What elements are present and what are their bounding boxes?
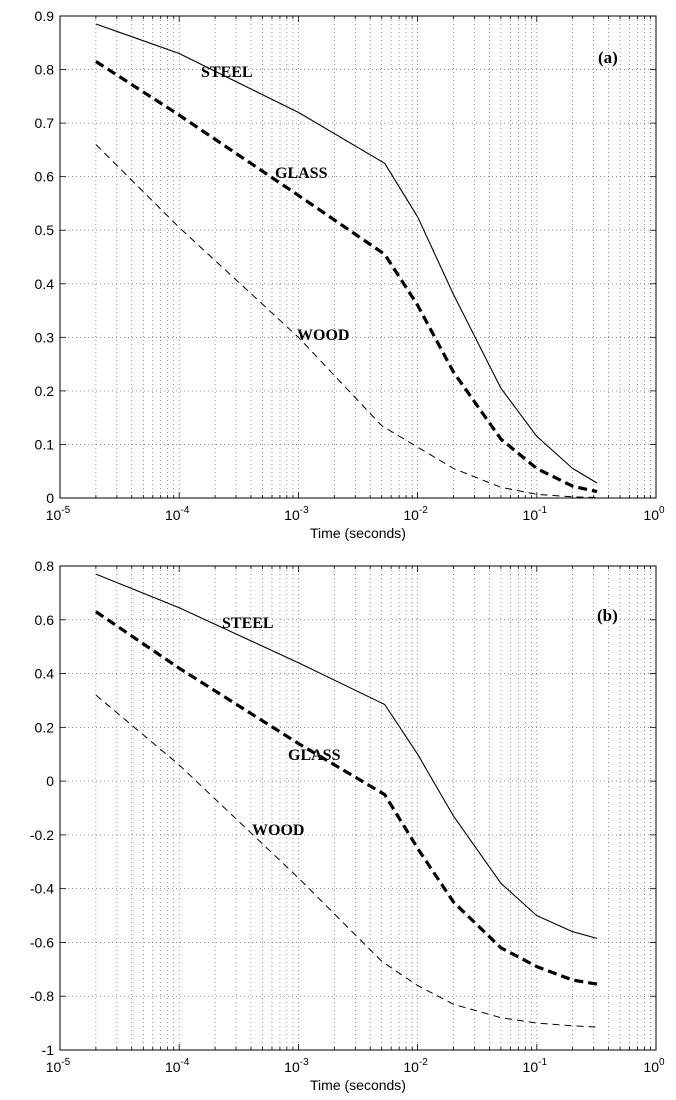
y-tick-label: -0.4 bbox=[30, 881, 54, 897]
x-tick-label: 10-3 bbox=[284, 505, 309, 523]
plot-area bbox=[60, 566, 656, 1050]
y-tick-label: -0.8 bbox=[30, 988, 54, 1004]
grid bbox=[60, 16, 656, 498]
y-tick-label: -1 bbox=[42, 1042, 55, 1058]
axes-frame bbox=[59, 565, 657, 1051]
x-tick-label: 10-4 bbox=[165, 1057, 190, 1075]
series-line-glass bbox=[95, 60, 598, 494]
y-tick-label: 0.7 bbox=[35, 115, 55, 131]
x-tick-label: 10-4 bbox=[165, 505, 190, 523]
chart-panel-a: 0 0.1 0.2 0.3 0.4 0.5 0.6 0.7 0.8 0.9 10-5 10-4 10-3… bbox=[35, 8, 665, 541]
y-tick-label: 0 bbox=[46, 773, 54, 789]
x-tick-label: 10-5 bbox=[46, 505, 71, 523]
y-tick-label: 0.8 bbox=[35, 62, 55, 78]
x-tick-label: 100 bbox=[643, 1057, 665, 1075]
curve-label-wood: WOOD bbox=[297, 327, 349, 344]
y-tick-label: 0.3 bbox=[35, 329, 55, 345]
series-line-wood bbox=[95, 144, 598, 498]
y-tick-label: 0.6 bbox=[35, 169, 55, 185]
curve-label-glass: GLASS bbox=[288, 747, 341, 764]
series-line-steel bbox=[95, 573, 598, 939]
x-axis-label: Time (seconds) bbox=[310, 525, 406, 541]
chart-panel-b: -1 -0.8 -0.6 -0.4 -0.2 0 0.2 0.4 0.6 0.8 10-5 10-4 1… bbox=[30, 558, 665, 1093]
grid bbox=[60, 566, 656, 1050]
y-tick-label: -0.2 bbox=[30, 827, 54, 843]
y-tick-label: 0.8 bbox=[35, 558, 55, 574]
y-tick-label: 0.9 bbox=[35, 8, 55, 24]
panel-label: (b) bbox=[597, 606, 618, 625]
y-tick-label: 0.6 bbox=[35, 612, 55, 628]
x-tick-label: 10-1 bbox=[523, 505, 548, 523]
y-tick-label: 0.4 bbox=[35, 276, 55, 292]
curve-label-steel: STEEL bbox=[222, 615, 274, 632]
x-tick-label: 10-2 bbox=[403, 1057, 428, 1075]
x-tick-label: 10-5 bbox=[46, 1057, 71, 1075]
x-tick-label: 10-1 bbox=[523, 1057, 548, 1075]
y-tick-label: -0.6 bbox=[30, 934, 54, 950]
y-tick-label: 0.2 bbox=[35, 719, 55, 735]
panel-label: (a) bbox=[598, 48, 618, 67]
y-tick-label: 0.5 bbox=[35, 222, 55, 238]
curve-label-steel: STEEL bbox=[201, 64, 253, 81]
axes-frame bbox=[59, 15, 657, 499]
series-line-wood bbox=[95, 694, 598, 1028]
series-line-steel bbox=[95, 23, 598, 484]
curve-label-wood: WOOD bbox=[252, 822, 304, 839]
x-tick-label: 10-2 bbox=[403, 505, 428, 523]
curve-label-glass: GLASS bbox=[275, 165, 328, 182]
y-tick-label: 0.2 bbox=[35, 383, 55, 399]
y-tick-label: 0 bbox=[46, 490, 54, 506]
y-tick-label: 0.4 bbox=[35, 666, 55, 682]
x-tick-label: 10-3 bbox=[284, 1057, 309, 1075]
x-axis-label: Time (seconds) bbox=[310, 1077, 406, 1093]
x-tick-label: 100 bbox=[643, 505, 665, 523]
plot-area bbox=[60, 16, 656, 498]
y-tick-label: 0.1 bbox=[35, 436, 55, 452]
series-line-glass bbox=[95, 610, 598, 986]
